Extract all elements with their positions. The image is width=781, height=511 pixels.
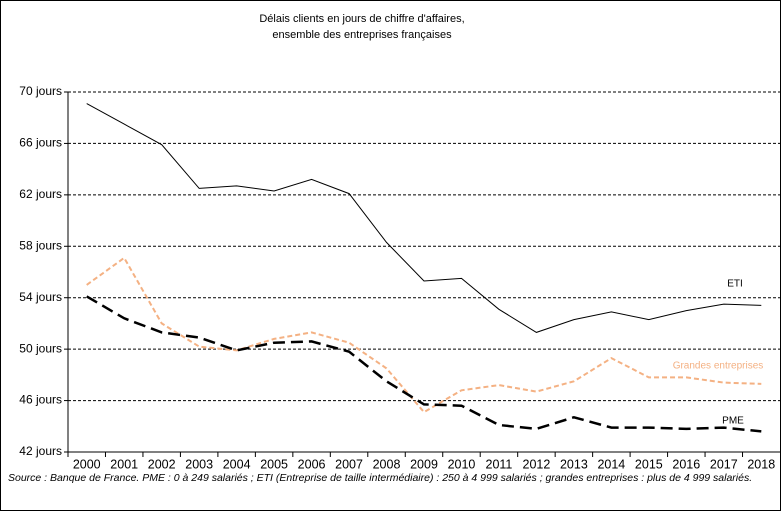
- x-tick-label: 2004: [223, 457, 251, 471]
- series-line: [86, 295, 762, 433]
- x-tick-label: 2017: [710, 457, 738, 471]
- series-line: [86, 256, 762, 414]
- series-line: [86, 103, 762, 333]
- y-tick-label: 66 jours: [19, 136, 62, 150]
- x-tick-label: 2018: [747, 457, 775, 471]
- y-tick-label: 46 jours: [19, 393, 62, 407]
- x-tick-label: 2015: [635, 457, 663, 471]
- source-note: Source : Banque de France. PME : 0 à 249…: [8, 472, 752, 484]
- x-tick-label: 2007: [335, 457, 363, 471]
- x-tick-label: 2013: [560, 457, 588, 471]
- x-tick-label: 2001: [110, 457, 138, 471]
- y-tick-label: 70 jours: [19, 84, 62, 98]
- series-label: ETI: [727, 279, 743, 290]
- y-tick-label: 54 jours: [19, 290, 62, 304]
- y-tick-label: 62 jours: [19, 187, 62, 201]
- x-tick-label: 2005: [260, 457, 288, 471]
- x-tick-label: 2002: [148, 457, 176, 471]
- y-tick-label: 50 jours: [19, 341, 62, 355]
- x-tick-label: 2008: [373, 457, 401, 471]
- x-tick-label: 2003: [185, 457, 213, 471]
- y-tick-label: 58 jours: [19, 238, 62, 252]
- x-tick-label: 2016: [672, 457, 700, 471]
- x-tick-label: 2011: [486, 457, 513, 471]
- x-tick-label: 2006: [298, 457, 326, 471]
- series-label: PME: [722, 416, 744, 427]
- chart-title: ensemble des entreprises françaises: [272, 29, 452, 41]
- x-tick-label: 2000: [73, 457, 101, 471]
- x-tick-label: 2009: [410, 457, 438, 471]
- series-label: Grandes entreprises: [673, 361, 764, 372]
- x-tick-label: 2012: [523, 457, 551, 471]
- chart-title: Délais clients en jours de chiffre d'aff…: [259, 13, 464, 25]
- y-tick-label: 42 jours: [19, 444, 62, 458]
- x-tick-label: 2014: [597, 457, 625, 471]
- x-tick-label: 2010: [448, 457, 476, 471]
